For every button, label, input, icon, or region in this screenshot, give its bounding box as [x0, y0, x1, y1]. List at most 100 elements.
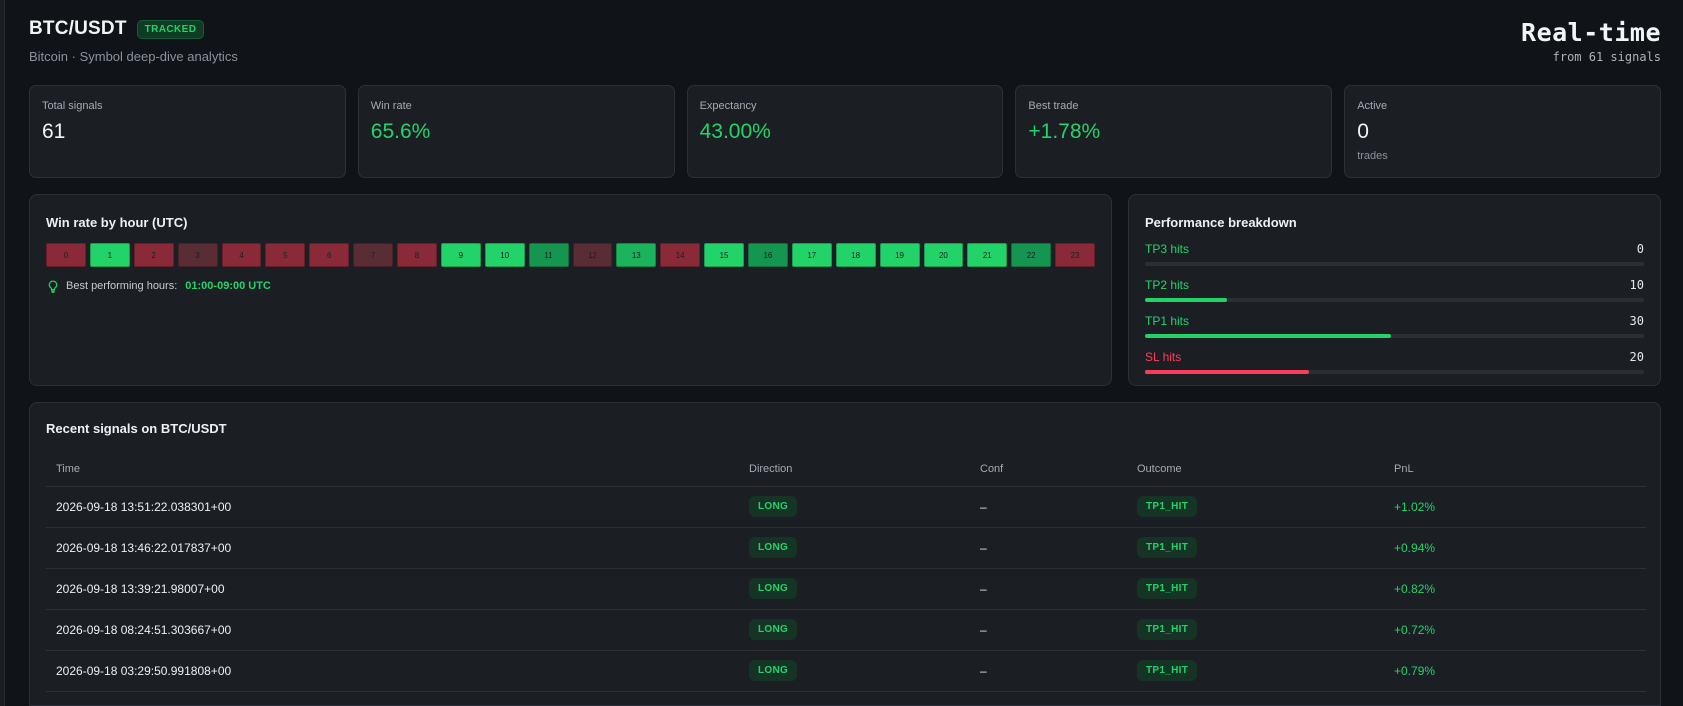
signal-direction-cell: LONG [739, 609, 970, 651]
hour-cell[interactable]: 18 [835, 243, 876, 267]
signal-time: 2026-09-18 13:51:22.038301+00 [46, 486, 739, 528]
performance-breakdown-panel: Performance breakdown TP3 hits 0 TP2 hits 1… [1128, 194, 1661, 386]
table-header-row: Time Direction Conf Outcome PnL [46, 452, 1646, 487]
performance-count: 0 [1636, 242, 1644, 256]
hour-cell[interactable]: 2 [133, 243, 174, 267]
direction-badge: LONG [749, 537, 798, 558]
best-hours-row: Best performing hours: 01:00-09:00 UTC [46, 279, 1095, 293]
signal-time: 2026-09-18 08:24:51.303667+00 [46, 609, 739, 651]
table-row[interactable]: 2026-09-18 03:29:50.991808+00 LONG – TP1_HI… [46, 650, 1646, 692]
column-header-time[interactable]: Time [46, 452, 739, 487]
panel-title: Recent signals on BTC/USDT [46, 421, 227, 436]
signal-count-label: from 61 signals [1552, 50, 1661, 64]
page-title: BTC/USDT [29, 18, 127, 39]
stat-sub: trades [1357, 150, 1388, 162]
performance-bar-fill [1145, 334, 1391, 338]
stat-card-expectancy: Expectancy 43.00% [686, 85, 1004, 178]
table-row[interactable]: 2026-09-18 08:24:51.303667+00 LONG – TP1_HI… [46, 609, 1646, 651]
signal-conf: – [970, 486, 1127, 528]
stat-cards: Total signals 61 Win rate 65.6% Expectan… [29, 85, 1661, 178]
performance-label: TP1 hits [1145, 314, 1190, 328]
signal-pnl: +0.94% [1384, 527, 1646, 569]
hour-cell[interactable]: 10 [484, 243, 525, 267]
signal-conf: – [970, 568, 1127, 610]
signal-outcome-cell: TP1_HIT [1127, 650, 1384, 692]
signal-outcome-cell: TP1_HIT [1127, 527, 1384, 569]
hour-cell[interactable]: 19 [879, 243, 920, 267]
signal-direction-cell: LONG [739, 527, 970, 569]
signal-outcome-cell: TP1_HIT [1127, 609, 1384, 651]
stat-card-best-trade: Best trade +1.78% [1015, 85, 1333, 178]
direction-badge: LONG [749, 660, 798, 681]
hour-cell[interactable]: 12 [572, 243, 613, 267]
best-hours-value: 01:00-09:00 UTC [185, 280, 271, 292]
stat-value: +1.78% [1028, 120, 1101, 143]
signal-outcome-cell: TP1_HIT [1127, 486, 1384, 528]
signal-conf: – [970, 527, 1127, 569]
hour-cell[interactable]: 21 [967, 243, 1008, 267]
performance-count: 10 [1629, 278, 1644, 292]
signal-time: 2026-09-18 13:46:22.017837+00 [46, 527, 739, 569]
hour-cell[interactable]: 23 [1055, 243, 1095, 267]
signal-conf: – [970, 609, 1127, 651]
stat-value: 65.6% [370, 120, 431, 143]
performance-bar-fill [1145, 298, 1227, 302]
hour-cell[interactable]: 8 [397, 243, 437, 267]
hour-cell[interactable]: 11 [528, 243, 569, 267]
stat-value: 43.00% [699, 120, 771, 143]
hour-cell[interactable]: 17 [791, 243, 832, 267]
hour-cell[interactable]: 15 [704, 243, 744, 267]
signal-direction-cell: LONG [739, 650, 970, 692]
hour-cell[interactable]: 3 [177, 243, 218, 267]
stat-card-active: Active 0 trades [1344, 85, 1661, 178]
page-subtitle: Bitcoin · Symbol deep-dive analytics [29, 49, 238, 64]
hour-cell[interactable]: 13 [616, 243, 657, 267]
column-header-pnl[interactable]: PnL [1384, 452, 1646, 487]
performance-row-head: SL hits 20 [1145, 350, 1644, 364]
stat-label: Active [1357, 100, 1388, 112]
hour-cell[interactable]: 5 [265, 243, 306, 267]
direction-badge: LONG [749, 496, 798, 517]
hour-cell[interactable]: 6 [309, 243, 350, 267]
stat-label: Expectancy [699, 100, 757, 112]
hour-cell[interactable]: 20 [923, 243, 964, 267]
performance-label: TP3 hits [1145, 242, 1190, 256]
hour-cell[interactable]: 7 [353, 243, 393, 267]
panel-title: Performance breakdown [1145, 215, 1297, 230]
stat-label: Total signals [42, 100, 103, 112]
recent-signals-panel: Recent signals on BTC/USDT Time Directio… [29, 402, 1661, 706]
column-header-conf[interactable]: Conf [970, 452, 1127, 487]
hour-cell[interactable]: 0 [46, 243, 86, 267]
stat-card-total-signals: Total signals 61 [29, 85, 346, 178]
performance-label: SL hits [1145, 350, 1182, 364]
signals-table-body: 2026-09-18 13:51:22.038301+00 LONG – TP1_HI… [46, 486, 1646, 692]
tracked-badge: TRACKED [136, 19, 205, 39]
hour-cell[interactable]: 22 [1011, 243, 1052, 267]
table-row[interactable]: 2026-09-18 13:51:22.038301+00 LONG – TP1_HI… [46, 486, 1646, 528]
performance-bar-track [1145, 370, 1644, 374]
signal-outcome-cell: TP1_HIT [1127, 568, 1384, 610]
signal-time: 2026-09-18 03:29:50.991808+00 [46, 650, 739, 692]
hour-cell[interactable]: 1 [89, 243, 130, 267]
page-header: BTC/USDT TRACKED Bitcoin · Symbol deep-d… [29, 18, 1661, 68]
lightbulb-icon [46, 279, 60, 293]
best-hours-label: Best performing hours: [66, 280, 178, 292]
hour-cell[interactable]: 9 [440, 243, 481, 267]
performance-bar-fill [1145, 370, 1309, 374]
performance-label: TP2 hits [1145, 278, 1190, 292]
stat-card-win-rate: Win rate 65.6% [357, 85, 675, 178]
outcome-badge: TP1_HIT [1137, 537, 1198, 558]
signal-pnl: +0.82% [1384, 568, 1646, 610]
column-header-outcome[interactable]: Outcome [1127, 452, 1384, 487]
table-row[interactable]: 2026-09-18 13:39:21.98007+00 LONG – TP1_HIT… [46, 568, 1646, 610]
column-header-direction[interactable]: Direction [739, 452, 970, 487]
performance-row: TP2 hits 10 [1145, 278, 1644, 302]
hour-cell[interactable]: 16 [748, 243, 788, 267]
table-row[interactable]: 2026-09-18 13:46:22.017837+00 LONG – TP1_HI… [46, 527, 1646, 569]
signal-conf: – [970, 650, 1127, 692]
hour-cell[interactable]: 14 [660, 243, 701, 267]
hour-heatmap: 0 1 2 3 4 5 6 7 8 9 10 11 12 13 14 15 16 17 18 19 20 21 22 23 [46, 243, 1095, 267]
direction-badge: LONG [749, 619, 798, 640]
realtime-indicator: Real-time from 61 signals [1521, 18, 1661, 64]
hour-cell[interactable]: 4 [221, 243, 262, 267]
